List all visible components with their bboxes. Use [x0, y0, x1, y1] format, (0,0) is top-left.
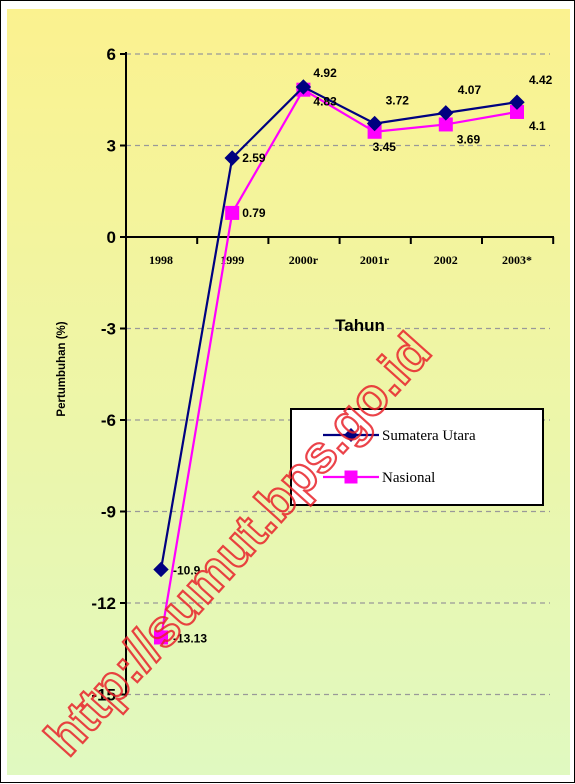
y-tick-label: 0 [107, 228, 116, 247]
data-label: 4.92 [313, 66, 337, 80]
x-axis-title: Tahun [335, 316, 385, 335]
y-tick-label: -6 [101, 411, 116, 430]
data-point-diamond [438, 105, 454, 121]
series-line-sumatera-utara [159, 85, 518, 570]
y-tick-labels: 6 3 0 -3 -6 -9 -12 -15 [91, 45, 116, 705]
data-point-diamond [366, 115, 383, 132]
data-label: 3.72 [386, 94, 410, 108]
data-labels: -10.9 2.59 4.92 3.72 4.07 4.42 -13.13 0.79 4.83 3… [173, 66, 553, 646]
x-tick-label: 2000r [289, 253, 319, 267]
legend: Sumatera Utara Nasional [290, 408, 544, 506]
data-point-square [154, 630, 168, 645]
y-tick-label: -3 [101, 320, 116, 339]
x-tick-labels: 1998 1999 2000r 2001r 2002 2003* [149, 253, 532, 267]
data-label: 3.69 [457, 132, 481, 146]
y-tick-label: -12 [91, 594, 116, 613]
data-label: 4.1 [529, 119, 546, 133]
data-label: 4.07 [458, 83, 482, 97]
data-point-diamond [224, 150, 240, 166]
x-tick-label: 2003* [502, 253, 532, 267]
y-tick-label: 3 [107, 137, 116, 156]
data-point-diamond [295, 79, 312, 95]
legend-label: Sumatera Utara [382, 428, 476, 444]
data-label: -13.13 [173, 631, 207, 645]
data-label: 4.42 [529, 73, 553, 87]
y-tick-label: 6 [107, 45, 116, 64]
chart-area-background [7, 9, 570, 775]
data-label: 2.59 [242, 151, 266, 165]
axes [120, 52, 555, 697]
data-label: 0.79 [242, 206, 266, 220]
data-label: 4.83 [313, 95, 337, 109]
y-tick-label: -15 [91, 686, 116, 705]
legend-box [290, 408, 544, 506]
data-label: -10.9 [173, 563, 201, 577]
series [153, 79, 525, 645]
x-tick-label: 1999 [220, 253, 244, 267]
x-tick-label: 2001r [360, 253, 390, 267]
y-axis-title: Pertumbuhan (%) [56, 321, 68, 416]
x-tick-label: 2002 [434, 253, 458, 267]
x-tick-label: 1998 [149, 253, 173, 267]
series-line-nasional [159, 88, 518, 638]
data-point-square [225, 205, 240, 220]
y-tick-label: -9 [101, 503, 116, 522]
data-label: 3.45 [373, 140, 397, 154]
legend-marker-diamond [344, 428, 358, 442]
data-point-diamond [509, 94, 525, 110]
legend-label: Nasional [382, 470, 435, 486]
data-point-diamond [153, 561, 169, 578]
legend-marker-square [344, 470, 358, 484]
